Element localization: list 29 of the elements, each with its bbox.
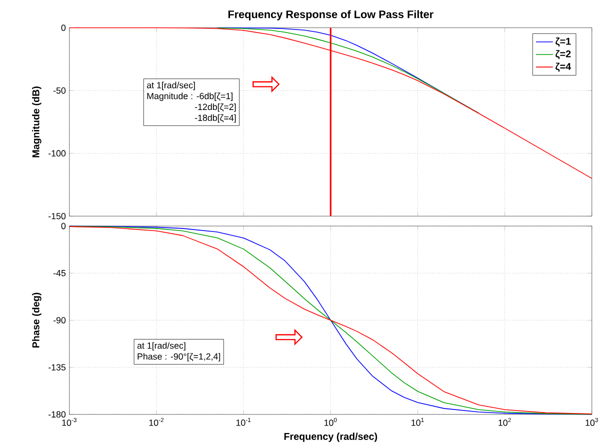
y-tick-label: 0 bbox=[61, 222, 66, 230]
x-tick-label: 10$^{-3}$ bbox=[62, 418, 76, 426]
y-tick-label: 0 bbox=[61, 24, 66, 31]
annotation: Phase : -90°[ζ=1,2,4] bbox=[138, 353, 220, 362]
y-tick-label: -150 bbox=[48, 212, 66, 220]
annotation: Magnitude : -6db[ζ=1] bbox=[147, 92, 232, 101]
y-tick-label: -180 bbox=[48, 411, 66, 418]
annotation: -12db[ζ=2] bbox=[194, 103, 236, 112]
x-tick-label: 10$^{3}$ bbox=[586, 418, 598, 426]
y-tick-label: -100 bbox=[48, 150, 66, 156]
x-tick-label: 10$^{-1}$ bbox=[236, 418, 251, 426]
y-axis-title: Phase (deg) bbox=[32, 292, 42, 348]
x-tick-label: 10$^{1}$ bbox=[412, 418, 424, 426]
annotation: at 1[rad/sec] bbox=[137, 342, 186, 350]
chart-title: Frequency Response of Low Pass Filter bbox=[228, 10, 434, 20]
x-tick-label: 10$^{0}$ bbox=[324, 418, 337, 426]
y-tick-label: -50 bbox=[53, 87, 66, 94]
x-tick-label: 10$^{2}$ bbox=[498, 418, 511, 426]
annotation: -18db[ζ=4] bbox=[194, 114, 236, 123]
y-tick-label: -90 bbox=[53, 316, 66, 324]
x-axis-title: Frequency (rad/sec) bbox=[284, 432, 378, 442]
annotation: at 1[rad/sec] bbox=[146, 82, 195, 90]
x-tick-label: 10$^{-2}$ bbox=[149, 418, 164, 426]
legend-label: ζ=1 bbox=[556, 37, 571, 47]
y-tick-label: -135 bbox=[48, 364, 66, 370]
legend-label: ζ=2 bbox=[556, 50, 571, 60]
legend-label: ζ=4 bbox=[556, 62, 571, 72]
y-axis-title: Magnitude (dB) bbox=[32, 86, 42, 158]
y-tick-label: -45 bbox=[53, 270, 66, 276]
